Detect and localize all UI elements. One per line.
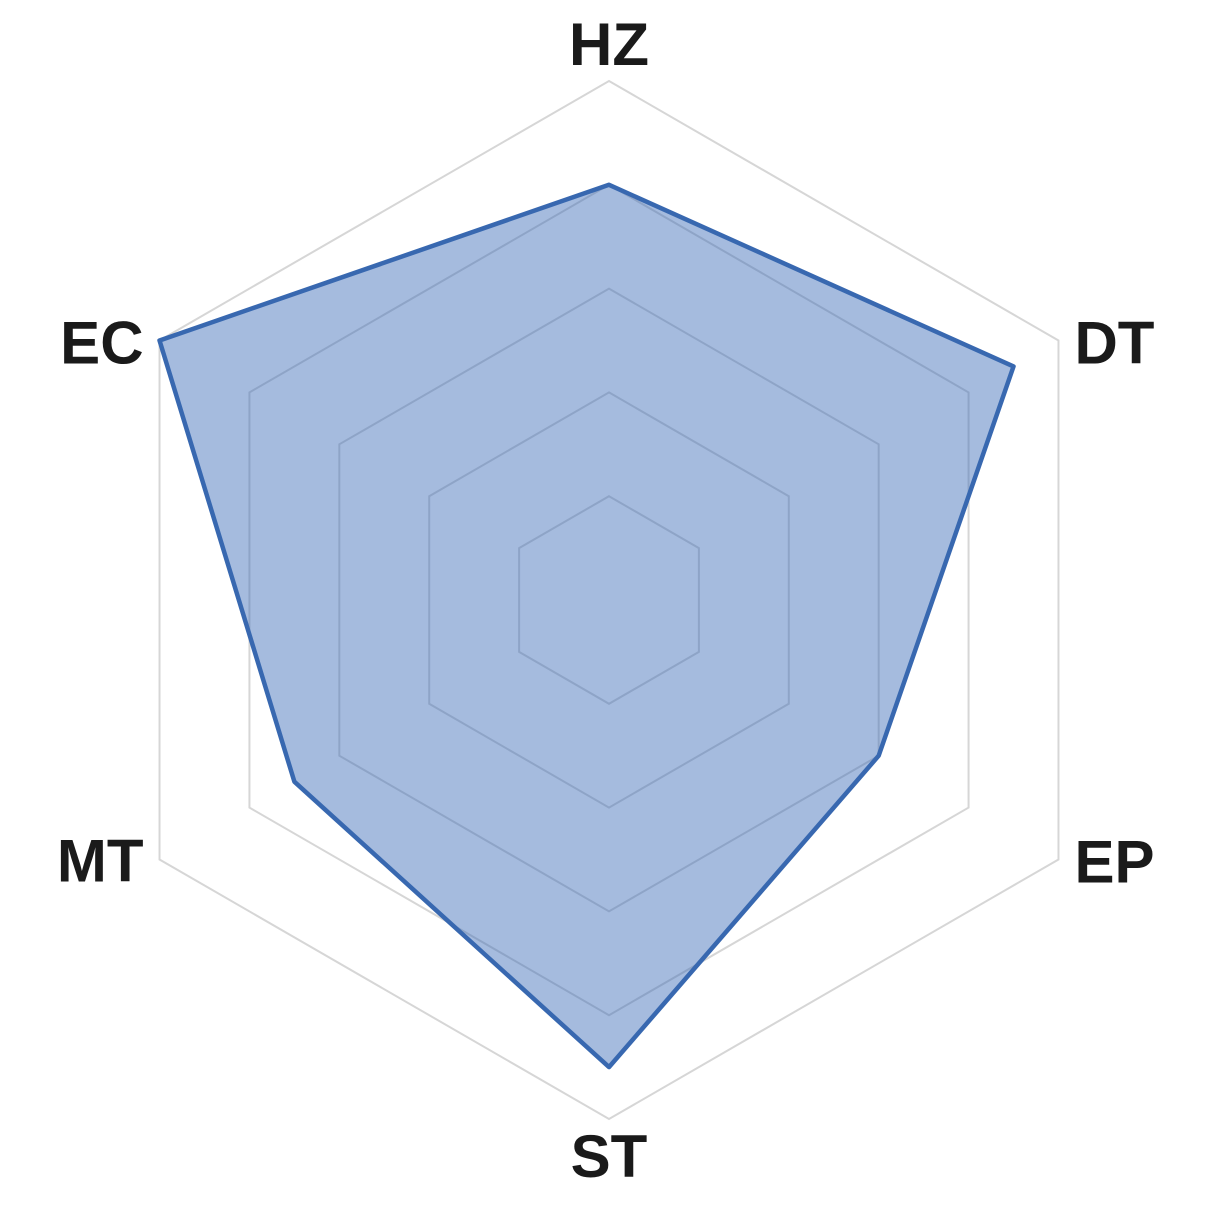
svg-text:ST: ST xyxy=(571,1123,648,1190)
svg-text:EP: EP xyxy=(1074,828,1154,895)
svg-text:EC: EC xyxy=(60,309,143,376)
svg-text:MT: MT xyxy=(57,827,144,894)
svg-text:DT: DT xyxy=(1074,309,1154,376)
svg-text:HZ: HZ xyxy=(569,11,649,78)
